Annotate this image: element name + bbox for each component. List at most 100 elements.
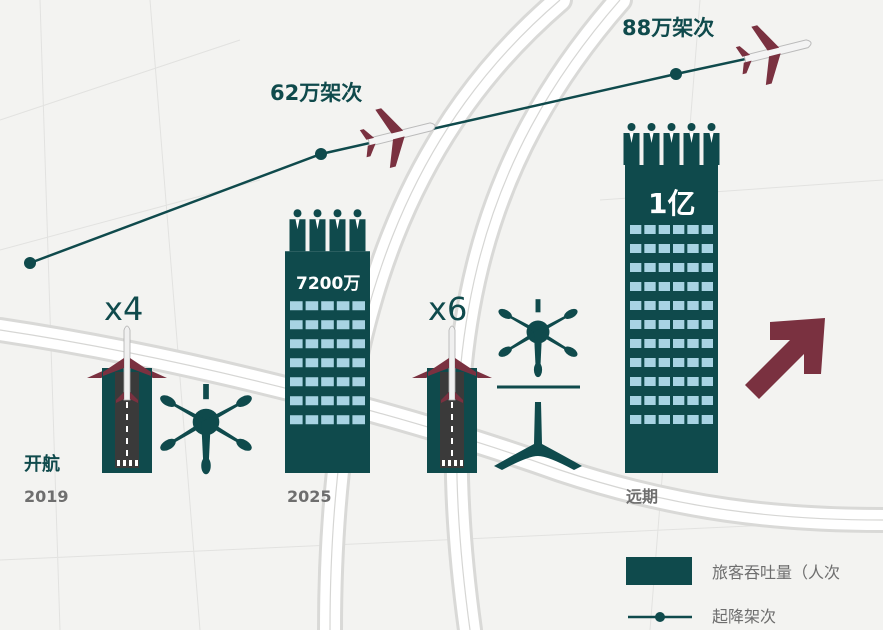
growth-arrow-shape — [745, 318, 825, 399]
bar-future-window — [687, 244, 699, 253]
bar-future-window — [701, 263, 713, 272]
bar-2025-window — [352, 301, 365, 311]
period-label-2019: 开航 — [24, 453, 60, 475]
bar-future-window — [644, 225, 656, 234]
runway-2025-icon-threshold — [448, 460, 451, 466]
runway-2019-icon-centerline — [126, 426, 128, 432]
bar-future-person-collar — [689, 133, 694, 143]
bar-future-window — [687, 282, 699, 291]
runway-2025-icon-centerline — [451, 426, 453, 432]
bar-series — [285, 123, 720, 473]
bar-future-window — [630, 225, 642, 234]
runway-2019-icon — [87, 325, 167, 473]
bar-future-window — [644, 282, 656, 291]
airplane-2025-icon — [359, 108, 436, 168]
bar-2025-window — [336, 339, 350, 349]
terminal-2025-a-icon-gate — [498, 308, 512, 320]
line-label-future: 88万架次 — [622, 16, 714, 40]
terminal-2019-icon-gate — [160, 438, 176, 451]
bar-future-window — [658, 415, 670, 424]
bar-2025-window — [352, 396, 365, 406]
bar-future-window — [658, 377, 670, 386]
bar-2025-window — [321, 301, 334, 311]
runway-2025-icon-airplane-tail — [441, 392, 463, 403]
runway-2025-icon — [412, 325, 492, 473]
bar-future-window — [687, 320, 699, 329]
bar-future-window — [644, 301, 656, 310]
bar-future-person-body — [683, 133, 700, 165]
bar-2025-window — [290, 396, 303, 406]
bar-future-person-body — [703, 133, 720, 165]
line-point-2019 — [24, 257, 36, 269]
bar-2025-window — [290, 358, 303, 368]
bar-future-person-collar — [669, 133, 674, 143]
bar-2025-window — [290, 377, 303, 387]
runway-2019-icon-airplane-icon — [103, 325, 151, 403]
legend-line-marker — [655, 612, 665, 622]
bar-2025-window — [290, 339, 303, 349]
bar-future-window — [630, 244, 642, 253]
terminal-2025-a-icon-tower — [535, 299, 541, 313]
bar-future-window — [630, 301, 642, 310]
legend: 旅客吞吐量（人次 起降架次 — [626, 557, 840, 626]
bar-future-person-collar — [629, 133, 634, 143]
bar-2025-window — [321, 396, 334, 406]
bar-future-window — [644, 396, 656, 405]
line-label-2025: 62万架次 — [270, 81, 362, 105]
bar-future-person-body — [643, 133, 660, 165]
airplane-2025-icon-tail — [359, 129, 376, 158]
bar-future-window — [658, 244, 670, 253]
bar-future-window — [673, 263, 685, 272]
bar-future-window — [673, 339, 685, 348]
terminal-2025-a-icon-arm — [533, 332, 570, 350]
runway-2019-icon-centerline — [126, 402, 128, 408]
runway-2019-icon-airplane-wings — [103, 358, 151, 376]
airplane-future-icon-fuselage — [743, 39, 812, 64]
terminal-2019-icon-gate — [236, 438, 252, 451]
bar-future-window — [658, 339, 670, 348]
bar-future-window — [658, 320, 670, 329]
bar-future-window — [630, 415, 642, 424]
runway-2019-icon-threshold — [135, 460, 138, 466]
runway-2019-icon-centerline — [126, 450, 128, 456]
runway-groups — [87, 299, 582, 475]
bar-future-window — [687, 301, 699, 310]
bar-future-window — [673, 320, 685, 329]
bar-future-window — [701, 377, 713, 386]
terminal-2019-icon-arm — [201, 422, 211, 462]
bar-future-window — [644, 244, 656, 253]
bar-2025-window — [305, 320, 319, 330]
bar-future-window — [673, 396, 685, 405]
bar-2025-window — [290, 415, 303, 425]
bar-future-window — [701, 225, 713, 234]
bar-future-person-body — [623, 133, 640, 165]
bar-future-window — [673, 415, 685, 424]
terminal-2025-a-icon-gate — [564, 346, 578, 357]
bar-future-window — [687, 225, 699, 234]
terminal-2019-icon-arm — [168, 403, 211, 422]
bar-future-window — [673, 358, 685, 367]
bar-2025-window — [336, 301, 350, 311]
bar-future-window — [673, 301, 685, 310]
legend-label-movements: 起降架次 — [712, 607, 776, 626]
runway-2025-icon-centerline — [451, 438, 453, 444]
terminal-2025-a-icon — [498, 299, 578, 378]
terminal-2025-a-icon-arm — [533, 315, 570, 332]
bar-2025-window — [305, 377, 319, 387]
bar-2025-person-collar — [315, 219, 320, 230]
terminal-2019-icon-gate — [236, 395, 252, 407]
terminal-2019-icon-arm — [201, 403, 244, 422]
runway-2019-icon-centerline — [126, 414, 128, 420]
runway-2019-icon-threshold — [123, 460, 126, 466]
bar-2025-person-collar — [355, 219, 360, 230]
bar-future-window — [687, 358, 699, 367]
bar-2025-window — [336, 377, 350, 387]
terminal-2019-icon-arm — [168, 422, 211, 443]
bar-future-person-head — [707, 123, 716, 131]
category-label-future: 远期 — [626, 487, 658, 506]
bar-2025-window — [321, 358, 334, 368]
runway-2025-icon-threshold — [442, 460, 445, 466]
bar-future-window — [644, 339, 656, 348]
bar-2025-window — [290, 320, 303, 330]
